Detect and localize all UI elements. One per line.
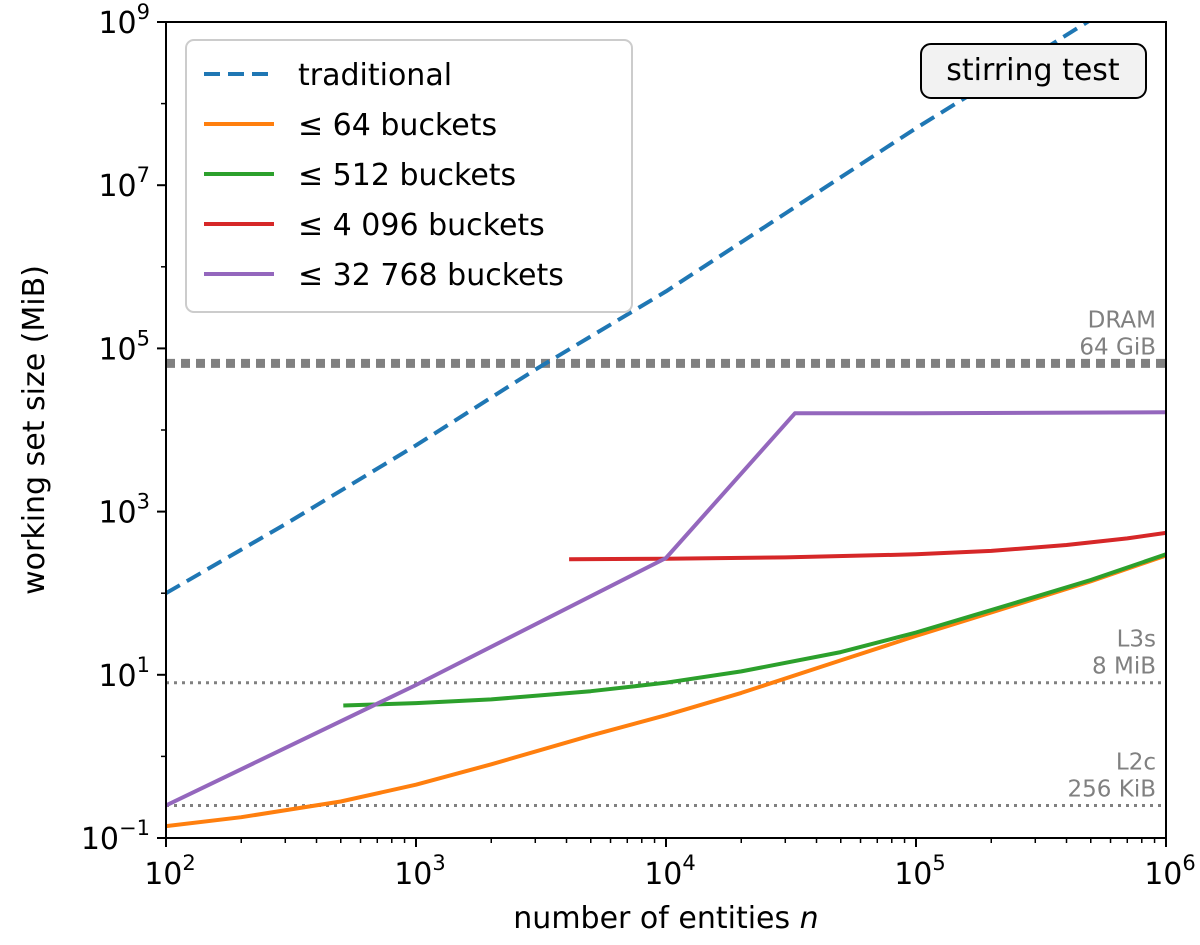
series-line-0	[166, 22, 1092, 595]
annotation-box: stirring test	[920, 43, 1147, 99]
y-tick-label-0: 10−1	[81, 816, 150, 857]
y-axis-ticks: 10−1 101 103 105 107 109	[81, 0, 166, 857]
y-tick-label-3: 105	[98, 326, 150, 367]
series-line-3	[569, 530, 1166, 562]
x-tick-label-0: 102	[144, 851, 196, 892]
x-tick-label-1: 103	[394, 851, 446, 892]
reference-label-2-size: 256 KiB	[1068, 777, 1156, 803]
series-lines	[166, 22, 1166, 829]
x-tick-label-3: 105	[894, 851, 946, 892]
reference-label-1-size: 8 MiB	[1092, 654, 1156, 680]
legend-label-4: ≤ 32 768 buckets	[298, 258, 564, 293]
x-tick-label-4: 106	[1144, 851, 1196, 892]
x-tick-label-2: 104	[644, 851, 696, 892]
series-line-4	[166, 410, 1166, 808]
y-tick-label-1: 101	[98, 653, 150, 694]
legend-frame	[185, 39, 633, 313]
reference-label-0-name: DRAM	[1088, 307, 1156, 333]
annotation-box-border	[920, 43, 1147, 99]
legend-label-0: traditional	[298, 58, 452, 93]
series-line-1	[166, 553, 1166, 829]
y-tick-label-4: 107	[98, 163, 150, 204]
reference-label-2-name: L2c	[1116, 750, 1156, 776]
reference-label-1-name: L3s	[1117, 627, 1156, 653]
x-axis-label: number of entities n	[513, 901, 818, 936]
legend-label-2: ≤ 512 buckets	[298, 158, 516, 193]
x-axis-ticks: 102 103 104 105 106	[144, 838, 1196, 892]
y-axis-label: working set size (MiB)	[17, 265, 52, 595]
legend-label-1: ≤ 64 buckets	[298, 108, 497, 143]
y-tick-label-2: 103	[98, 490, 150, 531]
annotation-text: stirring test	[946, 53, 1120, 88]
legend: traditional ≤ 64 buckets ≤ 512 buckets ≤ 4 …	[185, 39, 633, 313]
reference-label-0-size: 64 GiB	[1079, 334, 1156, 360]
reference-lines	[166, 358, 1166, 808]
legend-label-3: ≤ 4 096 buckets	[298, 208, 545, 243]
series-line-2	[343, 552, 1166, 708]
y-tick-label-5: 109	[98, 0, 150, 41]
